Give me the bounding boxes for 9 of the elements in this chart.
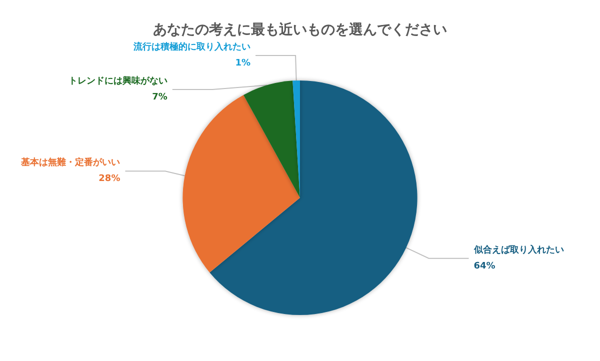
slice-label: 流行は積極的に取り入れたい (132, 42, 251, 53)
data-label: 7% (152, 92, 168, 103)
slice-label: 基本は無難・定番がいい (20, 157, 120, 168)
data-label: 28% (98, 174, 120, 184)
data-label: 64% (474, 261, 496, 272)
slice-label: 似合えば取り入れたい (472, 244, 564, 256)
chart-title: あなたの考えに最も近いものを選んでください (153, 21, 447, 38)
slice-label: トレンドには興味がない (68, 76, 168, 87)
data-label: 1% (235, 58, 251, 69)
